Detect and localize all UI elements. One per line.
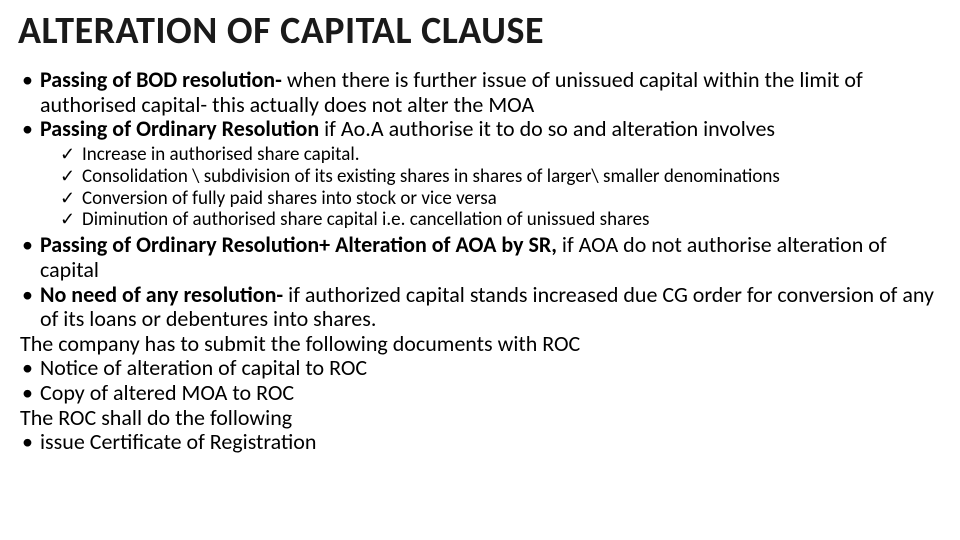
check-item: Conversion of fully paid shares into sto… — [60, 188, 942, 210]
bullet-bold: No need of any resolution- — [40, 281, 288, 308]
check-item: Diminution of authorised share capital i… — [60, 209, 942, 231]
bullet-item: Passing of Ordinary Resolution+ Alterati… — [18, 233, 942, 282]
check-item: Consolidation \ subdivision of its exist… — [60, 166, 942, 188]
bullet-bold: Passing of Ordinary Resolution — [40, 115, 324, 142]
bullet-group-1: Passing of BOD resolution- when there is… — [18, 68, 942, 142]
bullet-group-2: Passing of Ordinary Resolution+ Alterati… — [18, 233, 942, 332]
bullet-item: Notice of alteration of capital to ROC — [18, 356, 942, 381]
bullet-item: Copy of altered MOA to ROC — [18, 381, 942, 406]
bullet-rest: if Ao.A authorise it to do so and altera… — [324, 115, 775, 142]
slide-title: ALTERATION OF CAPITAL CLAUSE — [18, 8, 942, 54]
plain-line-2: The ROC shall do the following — [18, 406, 942, 431]
plain-line-1: The company has to submit the following … — [18, 332, 942, 357]
bullet-item: Passing of BOD resolution- when there is… — [18, 68, 942, 117]
bullet-item: issue Certificate of Registration — [18, 430, 942, 455]
check-item: Increase in authorised share capital. — [60, 144, 942, 166]
bullet-item: Passing of Ordinary Resolution if Ao.A a… — [18, 117, 942, 142]
bullet-item: No need of any resolution- if authorized… — [18, 283, 942, 332]
bullet-bold: Passing of BOD resolution- — [40, 66, 287, 93]
bullet-group-3: Notice of alteration of capital to ROC C… — [18, 356, 942, 405]
bullet-bold: Passing of Ordinary Resolution+ Alterati… — [40, 231, 562, 258]
check-list: Increase in authorised share capital. Co… — [18, 144, 942, 231]
bullet-group-4: issue Certificate of Registration — [18, 430, 942, 455]
